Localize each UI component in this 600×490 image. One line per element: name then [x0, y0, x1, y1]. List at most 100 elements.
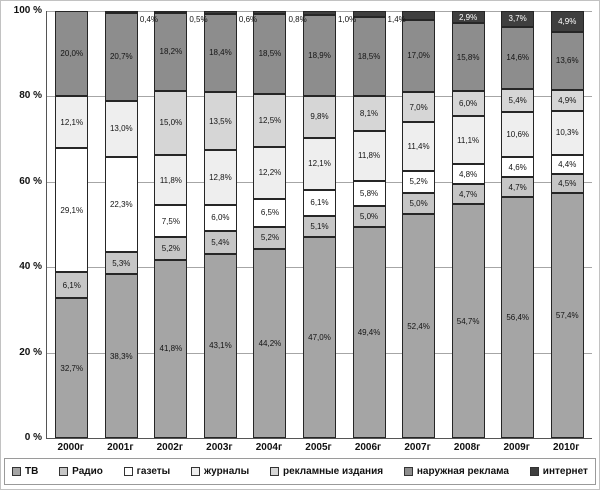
- data-label: 4,5%: [558, 178, 577, 188]
- data-label: 5,2%: [260, 233, 280, 243]
- data-label: 15,0%: [159, 118, 183, 128]
- bar-segment-газеты-2001г: [104, 156, 138, 252]
- bar-segment-журналы-2007г: [402, 122, 436, 171]
- bar-segment-журналы-2006г: [352, 130, 386, 181]
- bar-segment-ТВ-2005г: [303, 237, 336, 438]
- bar-segment-рекламные-издания-2010г: [550, 90, 584, 111]
- y-tick-label: 40 %: [19, 261, 42, 273]
- data-label: 1,4%: [387, 15, 406, 24]
- data-label: 4,6%: [508, 162, 527, 172]
- data-label: 4,4%: [558, 159, 577, 169]
- bar-segment-интернет-2002г: [154, 11, 188, 14]
- data-label: 49,4%: [357, 328, 381, 338]
- bar-segment-журналы-2000г: [55, 96, 89, 149]
- bar-segment-интернет-2010г: [550, 11, 584, 32]
- data-label: 18,5%: [357, 51, 381, 61]
- x-tick-label-2010г: 2010г: [553, 442, 580, 453]
- legend-item-Радио: Радио: [59, 466, 103, 477]
- data-label: 5,4%: [508, 96, 527, 106]
- bar-segment-журналы-2001г: [104, 101, 138, 157]
- legend-item-наружная-реклама: наружная реклама: [403, 466, 509, 477]
- bar-segment-Радио-2008г: [451, 184, 485, 205]
- data-label: 57,4%: [555, 310, 579, 320]
- bar-segment-наружная-реклама-2007г: [402, 19, 436, 93]
- legend-label: Радио: [72, 466, 103, 477]
- data-label: 5,0%: [359, 211, 379, 221]
- data-label: 6,5%: [260, 208, 280, 218]
- legend-item-журналы: журналы: [191, 466, 249, 477]
- legend-swatch-icon: [403, 467, 413, 476]
- bar-segment-Радио-2007г: [402, 192, 436, 215]
- data-label: 0,5%: [189, 15, 208, 24]
- data-label: 12,1%: [308, 159, 331, 169]
- bar-segment-журналы-2009г: [501, 112, 535, 158]
- data-label: 5,8%: [359, 188, 379, 198]
- bar-segment-наружная-реклама-2008г: [451, 23, 485, 91]
- data-label: 18,2%: [159, 47, 183, 57]
- bar-segment-рекламные-издания-2006г: [352, 95, 386, 131]
- bar-segment-наружная-реклама-2004г: [253, 14, 287, 94]
- bar-segment-Радио-2004г: [253, 226, 287, 250]
- data-label: 4,8%: [459, 169, 478, 179]
- data-label: 13,0%: [109, 124, 133, 134]
- legend-swatch-icon: [191, 467, 201, 476]
- data-label: 11,8%: [357, 151, 381, 161]
- legend-item-газеты: газеты: [123, 466, 170, 477]
- x-tick-label-2003г: 2003г: [206, 442, 233, 453]
- data-label: 12,8%: [209, 172, 232, 182]
- bar-segment-рекламные-издания-2005г: [303, 95, 336, 138]
- bar-segment-журналы-2004г: [253, 146, 287, 200]
- data-label: 12,1%: [60, 117, 84, 127]
- data-label: 6,1%: [310, 198, 329, 207]
- data-label: 8,1%: [359, 108, 379, 118]
- data-label: 5,4%: [211, 237, 230, 247]
- x-tick-label-2009г: 2009г: [503, 442, 530, 453]
- x-tick-label-2001г: 2001г: [107, 442, 134, 453]
- bar-segment-журналы-2005г: [303, 137, 336, 190]
- y-tick-label: 0 %: [24, 432, 42, 443]
- bar-segment-ТВ-2010г: [550, 192, 584, 438]
- data-label: 5,1%: [310, 221, 329, 231]
- data-label: 4,9%: [558, 16, 577, 26]
- bar-segment-ТВ-2001г: [104, 274, 138, 438]
- legend-label: журналы: [204, 466, 250, 477]
- bar-segment-Радио-2010г: [550, 173, 584, 193]
- bar-segment-журналы-2010г: [550, 110, 584, 155]
- y-tick-label: 20 %: [19, 346, 42, 358]
- bar-segment-газеты-2002г: [154, 205, 188, 238]
- data-label: 47,0%: [308, 333, 331, 343]
- data-label: 5,0%: [409, 199, 428, 209]
- data-label: 12,5%: [258, 115, 282, 125]
- bar-segment-наружная-реклама-2003г: [203, 13, 237, 93]
- legend-swatch-icon: [269, 467, 279, 476]
- data-label: 38,3%: [109, 351, 133, 361]
- legend-swatch-icon: [123, 467, 133, 476]
- bar-segment-интернет-2009г: [501, 11, 535, 27]
- data-label: 32,7%: [60, 363, 84, 373]
- data-label: 29,1%: [60, 205, 84, 215]
- bar-segment-наружная-реклама-2010г: [550, 31, 584, 90]
- data-label: 11,8%: [159, 175, 182, 185]
- bar-segment-газеты-2005г: [303, 189, 336, 216]
- data-label: 9,8%: [310, 112, 329, 122]
- bar-segment-Радио-2009г: [501, 177, 535, 198]
- data-label: 20,7%: [109, 52, 133, 62]
- bar-segment-газеты-2000г: [55, 148, 89, 273]
- data-label: 44,2%: [258, 339, 282, 349]
- bar-segment-рекламные-издания-2009г: [501, 89, 535, 113]
- bar-segment-рекламные-издания-2002г: [154, 90, 188, 155]
- data-label: 2,9%: [459, 12, 478, 22]
- bar-segment-газеты-2008г: [451, 163, 485, 185]
- bar-segment-ТВ-2004г: [253, 249, 287, 438]
- y-tick-label: 100 %: [13, 5, 42, 16]
- bar-segment-ТВ-2002г: [154, 259, 188, 438]
- data-label: 43,1%: [209, 341, 232, 351]
- x-tick-label-2007г: 2007г: [404, 442, 431, 453]
- data-label: 13,6%: [555, 56, 579, 66]
- bar-segment-интернет-2004г: [253, 11, 287, 15]
- data-label: 4,9%: [558, 95, 577, 105]
- legend-item-рекламные-издания: рекламные издания: [269, 466, 383, 477]
- data-label: 0,4%: [139, 15, 159, 24]
- bar-segment-рекламные-издания-2004г: [253, 93, 287, 147]
